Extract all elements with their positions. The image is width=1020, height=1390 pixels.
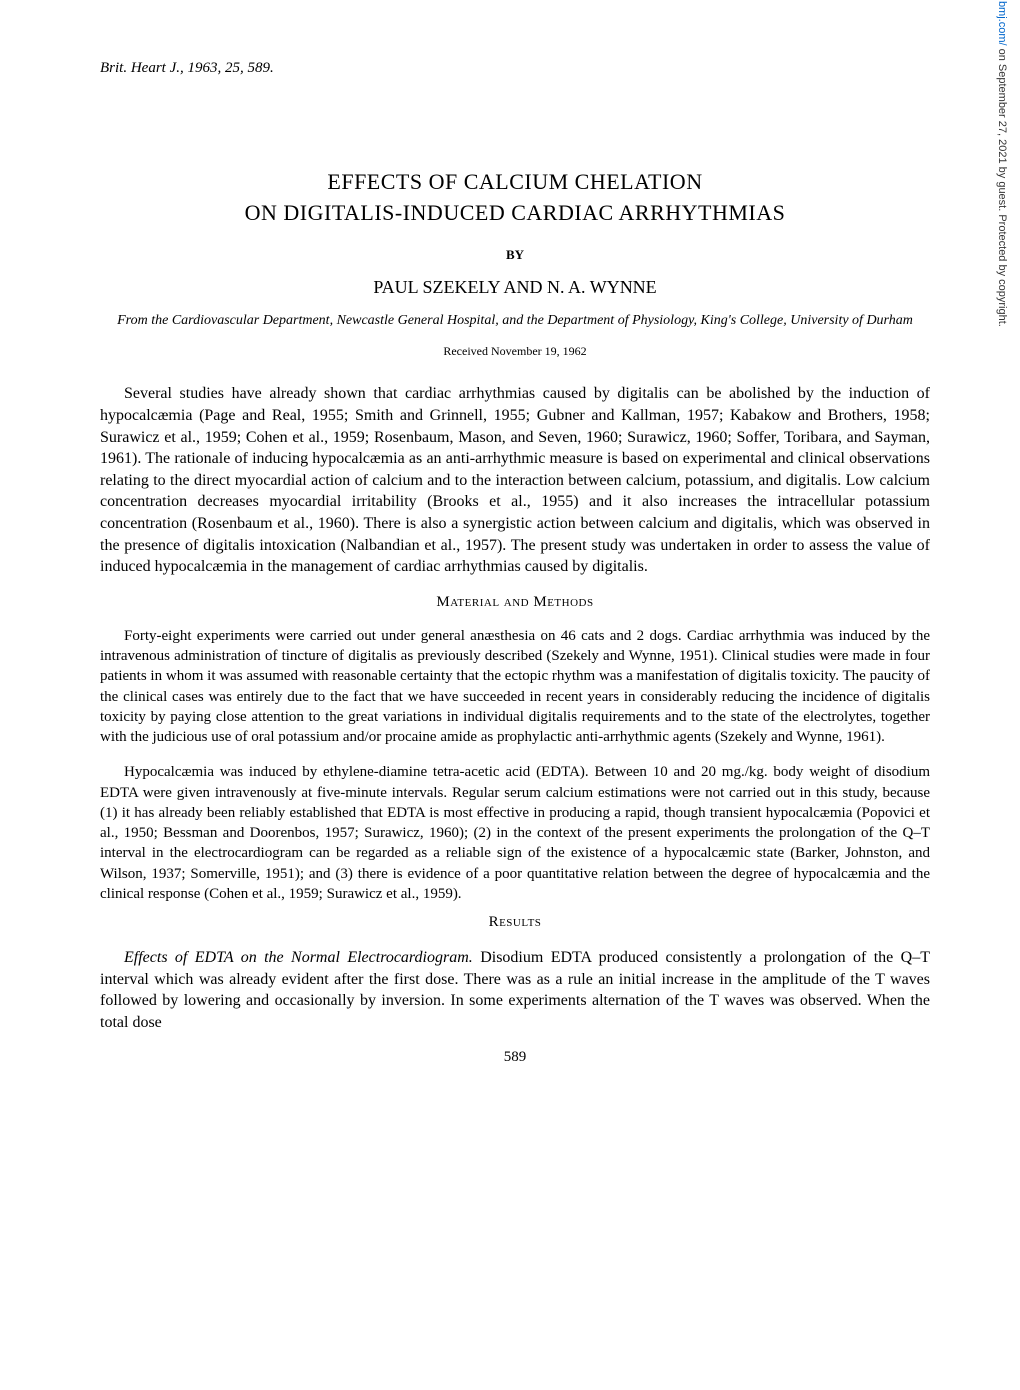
- page-container: Brit. Heart J., 1963, 25, 589. EFFECTS O…: [0, 0, 1020, 1126]
- article-title: EFFECTS OF CALCIUM CHELATION ON DIGITALI…: [100, 167, 930, 229]
- by-label: BY: [100, 247, 930, 263]
- results-heading: Results: [100, 914, 930, 931]
- title-line-2: ON DIGITALIS-INDUCED CARDIAC ARRHYTHMIAS: [245, 200, 786, 225]
- journal-citation: Brit. Heart J., 1963, 25, 589.: [100, 60, 930, 77]
- page-number: 589: [100, 1049, 930, 1066]
- materials-heading: Material and Methods: [100, 594, 930, 611]
- authors: PAUL SZEKELY AND N. A. WYNNE: [100, 277, 930, 298]
- results-subheading: Effects of EDTA on the Normal Electrocar…: [124, 949, 473, 966]
- side-text-suffix: on September 27, 2021 by guest. Protecte…: [996, 46, 1008, 327]
- intro-paragraph: Several studies have already shown that …: [100, 383, 930, 577]
- title-line-1: EFFECTS OF CALCIUM CHELATION: [327, 169, 702, 194]
- affiliation: From the Cardiovascular Department, Newc…: [100, 312, 930, 331]
- materials-paragraph-2: Hypocalcæmia was induced by ethylene-dia…: [100, 762, 930, 904]
- side-link[interactable]: http://heart.bmj.com/: [996, 0, 1008, 46]
- results-paragraph-1: Effects of EDTA on the Normal Electrocar…: [100, 947, 930, 1033]
- materials-paragraph-1: Forty-eight experiments were carried out…: [100, 626, 930, 748]
- side-copyright-text: Br Heart J: first published as 10.1136/h…: [996, 0, 1008, 563]
- received-date: Received November 19, 1962: [100, 344, 930, 359]
